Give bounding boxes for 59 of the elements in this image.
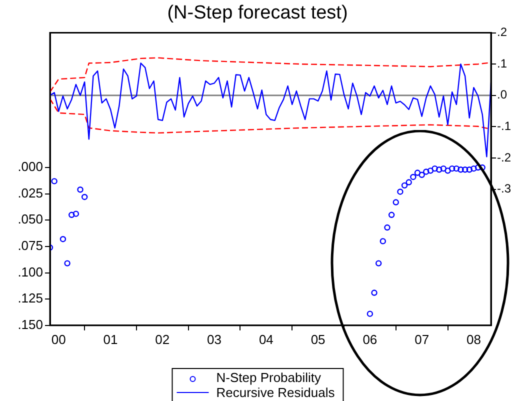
x-tick-label: 02 [155,332,170,347]
point [466,166,472,173]
x-tick-label: 04 [258,332,274,347]
point [392,199,399,206]
point [432,165,438,172]
y2-tick-label: .0 [497,88,508,102]
point [448,165,456,172]
y-tick-label: .075 [18,238,43,254]
y-tick-label: .050 [18,212,43,227]
y-tick-label: .100 [18,264,43,280]
y2-tick-label: .2 [497,25,508,40]
point [458,166,464,173]
line-series [50,57,491,93]
point [371,290,378,296]
point [423,168,430,175]
y-tick-label: .150 [18,316,43,332]
point [72,210,80,217]
x-tick-label: 01 [103,332,118,347]
y-tick-label: .025 [18,185,43,200]
point [60,236,66,242]
point [444,168,451,174]
y2-tick-label: -.1 [497,118,512,133]
point [380,238,386,244]
point [414,170,421,176]
y2-tick-label: -.2 [497,150,512,164]
point [388,212,395,218]
point [436,166,442,173]
point [453,165,460,172]
x-tick-label: 03 [207,332,222,347]
point [440,165,447,172]
point [410,174,416,180]
y2-tick-label: -.3 [497,182,512,196]
point [384,224,390,231]
point [462,166,468,173]
point [375,260,382,266]
x-tick-label: 00 [51,332,66,347]
y2-tick-label: .1 [497,56,508,70]
point [81,194,88,200]
point [479,164,486,171]
point [64,260,70,266]
x-tick-label: 06 [362,332,378,347]
y-tick-label: .000 [18,159,43,174]
point [51,178,58,184]
point [406,179,412,186]
legend-label: Recursive Residuals [216,385,335,400]
point [401,182,408,189]
x-tick-label: 05 [310,332,326,347]
chart-title: (N-Step forecast test) [167,2,348,24]
x-tick-label: 07 [414,332,430,347]
y-tick-label: .125 [18,290,43,306]
x-tick-label: 08 [466,332,481,347]
point [68,212,75,218]
point [427,168,434,174]
point [366,310,374,317]
point [418,172,425,178]
point [77,186,84,193]
point [397,188,404,195]
legend-label: N-Step Probability [216,370,322,385]
point [470,165,477,172]
